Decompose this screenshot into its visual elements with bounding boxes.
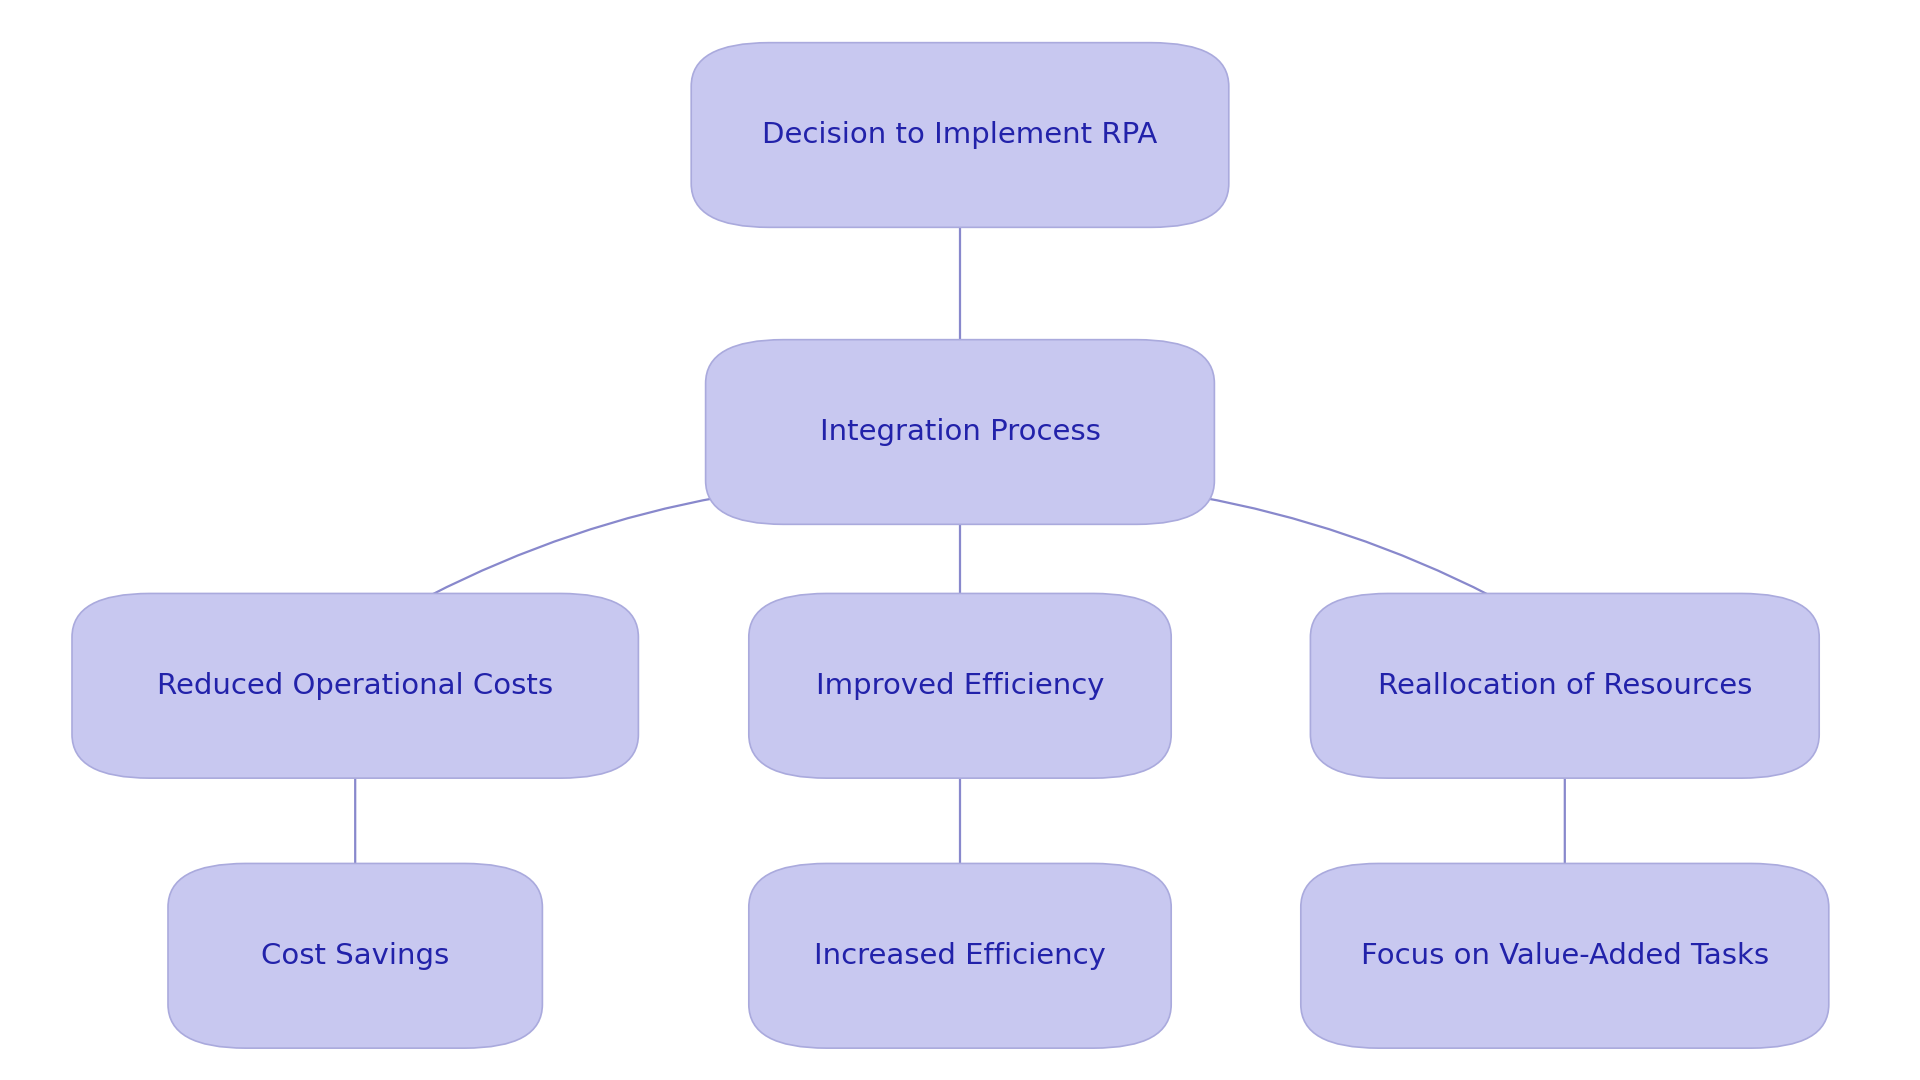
Text: Integration Process: Integration Process bbox=[820, 418, 1100, 446]
FancyBboxPatch shape bbox=[169, 864, 541, 1048]
FancyBboxPatch shape bbox=[1302, 864, 1828, 1048]
FancyBboxPatch shape bbox=[73, 594, 637, 778]
FancyBboxPatch shape bbox=[749, 864, 1171, 1048]
FancyBboxPatch shape bbox=[691, 43, 1229, 228]
Text: Cost Savings: Cost Savings bbox=[261, 942, 449, 970]
Text: Improved Efficiency: Improved Efficiency bbox=[816, 672, 1104, 700]
Text: Focus on Value-Added Tasks: Focus on Value-Added Tasks bbox=[1361, 942, 1768, 970]
FancyBboxPatch shape bbox=[749, 594, 1171, 778]
Text: Decision to Implement RPA: Decision to Implement RPA bbox=[762, 121, 1158, 149]
Text: Increased Efficiency: Increased Efficiency bbox=[814, 942, 1106, 970]
FancyBboxPatch shape bbox=[1309, 594, 1818, 778]
Text: Reduced Operational Costs: Reduced Operational Costs bbox=[157, 672, 553, 700]
Text: Reallocation of Resources: Reallocation of Resources bbox=[1379, 672, 1751, 700]
FancyBboxPatch shape bbox=[707, 339, 1215, 525]
